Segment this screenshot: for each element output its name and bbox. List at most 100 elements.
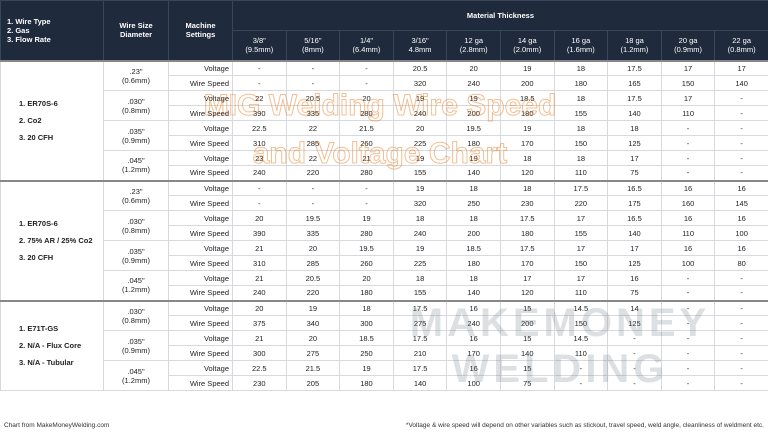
cell-value: - — [232, 179, 287, 196]
setting: Voltage — [168, 360, 233, 376]
text-line: 22 ga — [732, 36, 752, 46]
text-line: (1.2mm) — [122, 285, 150, 295]
cell-value: 140 — [446, 165, 501, 181]
cell-value: 390 — [232, 105, 287, 121]
wire-size: .035" (0.9mm) — [103, 330, 169, 361]
cell-value: - — [714, 315, 768, 331]
cell-value: 75 — [607, 165, 662, 181]
cell-value: 75 — [499, 375, 555, 391]
cell-value: 16.5 — [607, 210, 662, 226]
cell-value: 18 — [446, 210, 501, 226]
cell-value: 155 — [553, 105, 609, 121]
cell-value: - — [232, 195, 287, 211]
footer: Chart from MakeMoneyWelding.com *Voltage… — [0, 421, 768, 432]
cell-value: - — [714, 345, 768, 361]
text-line: (8mm) — [302, 45, 324, 55]
cell-value: 18 — [553, 120, 609, 136]
text-line: 3/8" — [252, 36, 266, 46]
cell-value: 300 — [339, 315, 394, 331]
cell-value: 150 — [553, 255, 609, 271]
cell-value: 155 — [392, 285, 448, 301]
text-line: (0.8mm) — [122, 105, 150, 115]
cell-value: 19 — [392, 90, 448, 106]
cell-value: - — [660, 315, 716, 331]
text-line: (0.9mm) — [122, 255, 150, 265]
cell-value: 17 — [499, 270, 555, 286]
cell-value: 180 — [446, 135, 501, 151]
cell-value: 22 — [285, 150, 341, 166]
cell-value: 14.5 — [553, 330, 609, 346]
text-line: (9.5mm) — [245, 45, 274, 55]
cell-value: 17.5 — [499, 240, 555, 256]
cell-value: 320 — [392, 75, 448, 91]
text-line: .23" — [129, 66, 143, 76]
text-line: Wire Size — [119, 21, 153, 31]
cell-value: 225 — [392, 255, 448, 271]
cell-value: 20 — [232, 299, 287, 316]
cell-value: 20 — [339, 270, 394, 286]
table-row: Wire Speed 310 285 260 225 180 170 150 125 100 80 — [1, 255, 768, 271]
cell-value: 75 — [607, 285, 662, 301]
cell-value: 18 — [446, 270, 501, 286]
cell-value: 18 — [499, 179, 555, 196]
text-line: (0.8mm) — [727, 45, 756, 55]
cell-value: - — [285, 75, 341, 91]
cell-value: 16 — [607, 270, 662, 286]
cell-value: 340 — [285, 315, 341, 331]
text-line: .035" — [127, 336, 145, 346]
cell-value: 200 — [499, 75, 555, 91]
text-line: .045" — [127, 366, 145, 376]
cell-value: 20.5 — [285, 270, 341, 286]
cell-value: 20 — [339, 90, 394, 106]
cell-value: 15 — [499, 360, 555, 376]
cell-value: 20.5 — [285, 90, 341, 106]
cell-value: 18 — [553, 59, 609, 76]
cell-value: 140 — [392, 375, 448, 391]
setting: Voltage — [168, 90, 233, 106]
column-header: 18 ga (1.2mm) — [607, 30, 662, 61]
wire-size: .030" (0.8mm) — [103, 90, 169, 121]
text-line: 2. 75% AR / 25% Co2 — [19, 236, 93, 245]
cell-value: 16.5 — [607, 179, 662, 196]
text-line: 1. ER70S-6 — [19, 99, 58, 108]
cell-value: 18.5 — [499, 90, 555, 106]
cell-value: - — [714, 105, 768, 121]
cell-value: 16 — [660, 240, 716, 256]
cell-value: 19 — [339, 360, 394, 376]
text-line: .030" — [127, 306, 145, 316]
cell-value: 240 — [232, 285, 287, 301]
cell-value: 230 — [499, 195, 555, 211]
cell-value: - — [714, 135, 768, 151]
text-line: (0.8mm) — [122, 225, 150, 235]
text-line: 2. N/A - Flux Core — [19, 341, 82, 351]
text-line: 1. ER70S-6 — [19, 219, 58, 228]
header-machine: Machine Settings — [168, 0, 233, 61]
setting: Wire Speed — [168, 315, 233, 331]
cell-value: - — [660, 135, 716, 151]
cell-value: 260 — [339, 255, 394, 271]
cell-value: 17 — [607, 240, 662, 256]
cell-value: - — [714, 120, 768, 136]
setting: Voltage — [168, 120, 233, 136]
cell-value: 140 — [607, 225, 662, 241]
cell-value: - — [714, 299, 768, 316]
text-line: 16 ga — [571, 36, 591, 46]
cell-value: 220 — [285, 285, 341, 301]
setting: Wire Speed — [168, 345, 233, 361]
setting: Wire Speed — [168, 195, 233, 211]
cell-value: 21 — [339, 150, 394, 166]
column-header: 20 ga (0.9mm) — [660, 30, 716, 61]
cell-value: - — [714, 270, 768, 286]
cell-value: - — [607, 360, 662, 376]
cell-value: 21 — [232, 330, 287, 346]
wire-size: .030" (0.8mm) — [103, 299, 169, 331]
text-line: 3. N/A - Tubular — [19, 358, 74, 368]
cell-value: 120 — [499, 285, 555, 301]
setting: Wire Speed — [168, 105, 233, 121]
group-labels: 1. ER70S-6 2. 75% AR / 25% Co2 3. 20 CFH — [0, 179, 104, 301]
cell-value: - — [607, 375, 662, 391]
text-line: Settings — [185, 30, 216, 40]
cell-value: 16 — [660, 210, 716, 226]
cell-value: 19 — [499, 120, 555, 136]
setting: Voltage — [168, 330, 233, 346]
